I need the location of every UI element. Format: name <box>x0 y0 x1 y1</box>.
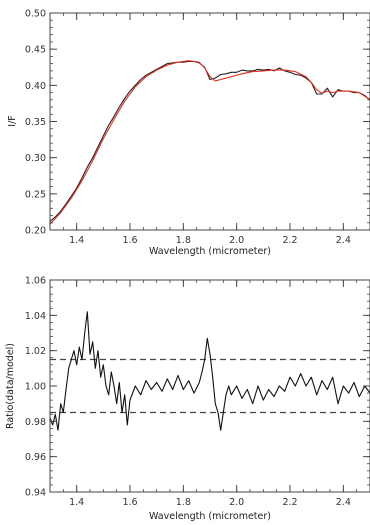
bottom-x-tick-label: 1.4 <box>69 497 84 508</box>
bottom-x-tick-label: 2.0 <box>229 497 244 508</box>
top-y-tick-label: 0.20 <box>25 226 46 237</box>
top-series-line-0 <box>49 60 370 222</box>
top-tick-layer: 1.4 1.6 1.8 2.0 2.2 2.4 0.20 0.25 0.30 0.35 0.40 0.… <box>25 9 370 246</box>
bottom-y-tick-label: 0.96 <box>25 452 46 463</box>
bottom-y-tick-label: 1.04 <box>25 311 46 322</box>
top-y-tick-label: 0.25 <box>25 189 46 200</box>
bottom-x-axis-label: Wavelength (micrometer) <box>149 511 271 522</box>
top-y-tick-label: 0.50 <box>25 9 46 20</box>
bottom-y-axis-label: Ratio(data/model) <box>5 343 16 429</box>
bottom-y-tick-label: 0.94 <box>25 488 46 499</box>
bottom-x-tick-label: 2.4 <box>336 497 351 508</box>
top-series-layer <box>49 60 370 225</box>
bottom-x-tick-label: 2.2 <box>282 497 297 508</box>
top-chart-panel: 1.4 1.6 1.8 2.0 2.2 2.4 0.20 0.25 0.30 0.35 0.40 0.… <box>7 9 370 257</box>
top-x-tick-label: 2.0 <box>229 235 244 246</box>
top-y-tick-label: 0.30 <box>25 153 46 164</box>
top-y-tick-label: 0.40 <box>25 81 46 92</box>
top-x-tick-label: 1.6 <box>122 235 137 246</box>
top-x-tick-label: 1.8 <box>176 235 191 246</box>
top-y-tick-label: 0.45 <box>25 45 46 56</box>
bottom-chart-panel: 1.4 1.6 1.8 2.0 2.2 2.4 0.94 0.96 0.98 1.00 1.02 1.… <box>5 276 370 522</box>
top-plot-frame <box>49 12 370 231</box>
top-y-tick-label: 0.35 <box>25 117 46 128</box>
bottom-tick-layer: 1.4 1.6 1.8 2.0 2.2 2.4 0.94 0.96 0.98 1.00 1.02 1.… <box>25 276 370 508</box>
top-x-tick-label: 2.2 <box>282 235 297 246</box>
bottom-plot-frame <box>49 279 370 493</box>
top-x-tick-label: 1.4 <box>69 235 84 246</box>
bottom-x-tick-label: 1.6 <box>122 497 137 508</box>
top-x-axis-label: Wavelength (micrometer) <box>149 246 271 257</box>
bottom-series-layer <box>49 311 370 431</box>
top-series-line-1 <box>49 60 370 225</box>
bottom-y-tick-label: 1.00 <box>25 382 46 393</box>
bottom-x-tick-label: 1.8 <box>176 497 191 508</box>
bottom-y-tick-label: 0.98 <box>25 417 46 428</box>
bottom-y-tick-label: 1.02 <box>25 346 46 357</box>
bottom-reference-lines <box>50 358 370 414</box>
top-x-tick-label: 2.4 <box>336 235 351 246</box>
bottom-series-line-0 <box>49 311 370 431</box>
top-y-axis-label: I/F <box>7 115 18 126</box>
bottom-y-tick-label: 1.06 <box>25 276 46 287</box>
